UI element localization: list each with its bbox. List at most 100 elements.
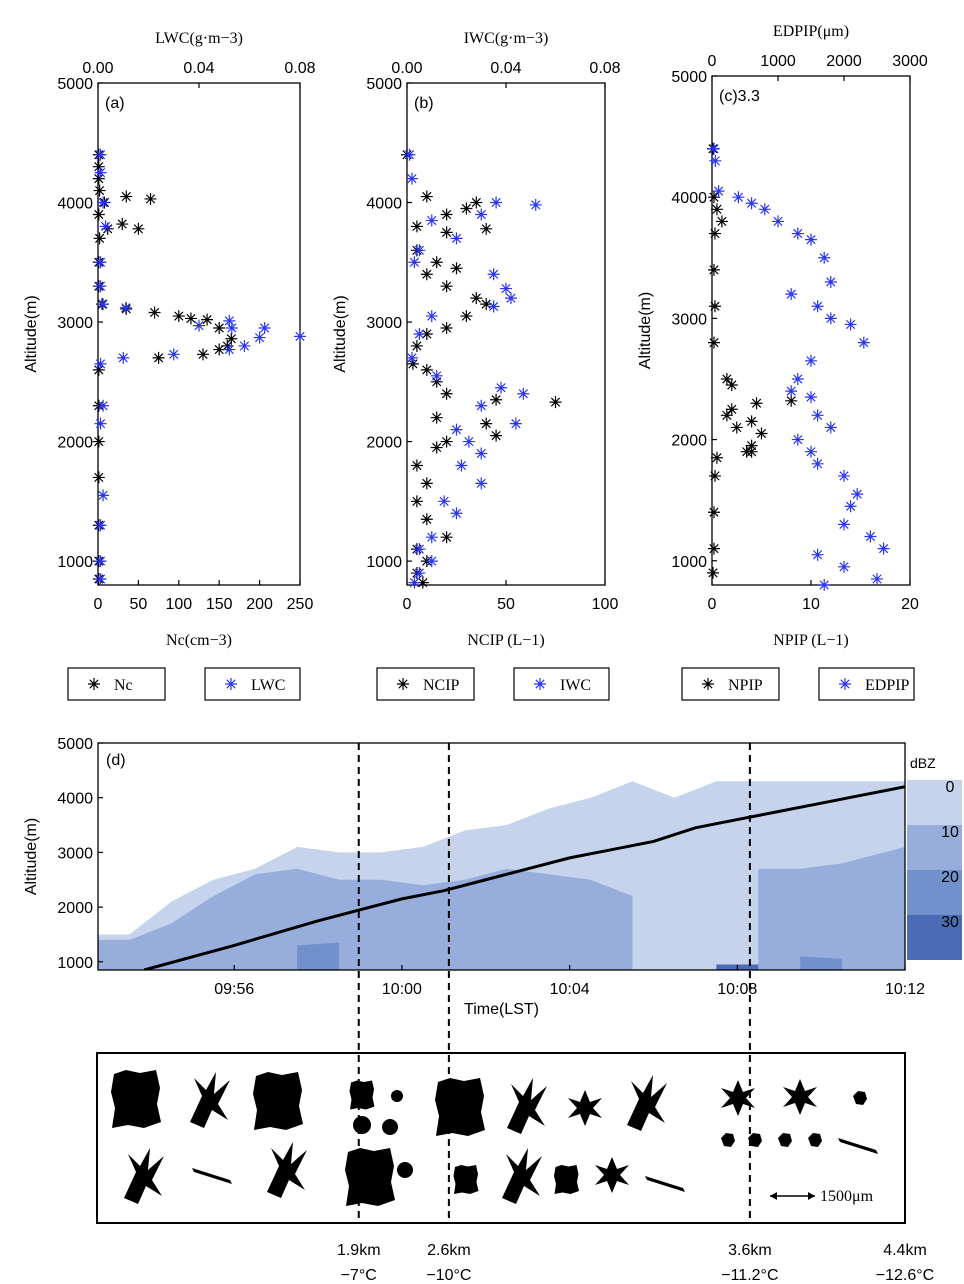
data-point	[440, 226, 453, 239]
data-point	[438, 495, 451, 508]
y-tick-label: 3000	[57, 845, 93, 862]
data-point	[490, 429, 503, 442]
data-point	[403, 148, 416, 161]
data-point	[116, 218, 129, 231]
data-point	[408, 256, 421, 269]
data-point	[732, 191, 745, 204]
data-point	[225, 332, 238, 345]
x-axis-label: Nc(cm−3)	[166, 632, 232, 649]
data-point	[549, 396, 562, 409]
data-point	[720, 409, 733, 422]
data-point	[258, 322, 271, 335]
x-axis-label: Time(LST)	[464, 1001, 539, 1018]
data-point	[184, 312, 197, 325]
data-point	[97, 298, 110, 311]
x2-tick-label: 1000	[760, 53, 796, 70]
data-point	[213, 322, 226, 335]
data-point	[811, 457, 824, 470]
data-point	[97, 489, 110, 502]
x-tick-label: 100	[165, 596, 192, 613]
data-point	[824, 421, 837, 434]
data-point	[410, 459, 423, 472]
data-point	[440, 387, 453, 400]
y-tick-label: 5000	[366, 76, 402, 93]
x-tick-label: 0	[403, 596, 412, 613]
legend-label: Nc	[114, 677, 133, 694]
data-point	[455, 459, 468, 472]
legend-box	[204, 667, 301, 701]
data-point	[94, 357, 107, 370]
data-point	[707, 542, 720, 555]
particle	[595, 1157, 629, 1193]
data-point	[152, 351, 165, 364]
data-point	[120, 190, 133, 203]
data-point	[725, 403, 738, 416]
data-point	[755, 427, 768, 440]
section-temperature: −7°C	[341, 1267, 377, 1284]
y-tick-label: 5000	[57, 736, 93, 753]
particle	[345, 1148, 395, 1206]
data-point	[811, 548, 824, 561]
data-point	[844, 500, 857, 513]
data-point	[148, 306, 161, 319]
data-point	[708, 300, 721, 313]
data-point	[480, 298, 493, 311]
colorbar-block	[907, 915, 962, 960]
x2-tick-label: 0.00	[82, 60, 113, 77]
y-tick-label: 2000	[671, 433, 707, 450]
data-point	[715, 215, 728, 228]
x-tick-label: 200	[246, 596, 273, 613]
data-point	[405, 351, 418, 364]
legend-label: NCIP	[423, 677, 460, 694]
data-point	[785, 394, 798, 407]
data-point	[529, 198, 542, 211]
particle	[568, 1090, 602, 1126]
x2-tick-label: 3000	[892, 53, 928, 70]
data-point	[707, 263, 720, 276]
particle	[397, 1162, 413, 1178]
particle	[778, 1133, 792, 1147]
data-point	[440, 280, 453, 293]
data-point	[791, 227, 804, 240]
data-point	[857, 336, 870, 349]
data-point	[410, 495, 423, 508]
x-tick-label: 150	[206, 596, 233, 613]
particle	[435, 1078, 485, 1136]
x2-tick-label: 0.04	[183, 60, 214, 77]
particle	[838, 1138, 878, 1154]
data-point	[785, 385, 798, 398]
particle	[853, 1091, 867, 1105]
data-point	[440, 435, 453, 448]
y-tick-label: 3000	[671, 311, 707, 328]
data-point	[460, 310, 473, 323]
data-point	[408, 576, 421, 589]
data-point	[132, 222, 145, 235]
y-tick-label: 2000	[57, 900, 93, 917]
x-tick-label: 50	[130, 596, 148, 613]
panel-label: (d)	[106, 752, 126, 769]
particle	[783, 1079, 817, 1115]
data-point	[94, 148, 107, 161]
plot-frame	[406, 82, 606, 586]
particle	[721, 1133, 735, 1147]
colorbar-block	[907, 780, 962, 825]
scale-label: 1500μm	[820, 1188, 874, 1205]
particle	[349, 1080, 375, 1110]
x-tick-label: 10:08	[717, 981, 757, 998]
data-point	[871, 572, 883, 585]
colorbar-block	[907, 825, 962, 870]
data-point	[413, 567, 426, 580]
data-point	[225, 322, 238, 335]
legend-label: IWC	[560, 677, 591, 694]
data-point	[238, 339, 251, 352]
data-point	[470, 292, 483, 305]
legend-box	[818, 667, 915, 701]
data-point	[480, 417, 493, 430]
y-tick-label: 4000	[671, 190, 707, 207]
data-point	[410, 220, 423, 233]
data-point	[707, 506, 720, 519]
data-point	[709, 154, 722, 167]
data-point	[425, 214, 438, 227]
data-point	[420, 513, 433, 526]
data-point	[745, 415, 758, 428]
